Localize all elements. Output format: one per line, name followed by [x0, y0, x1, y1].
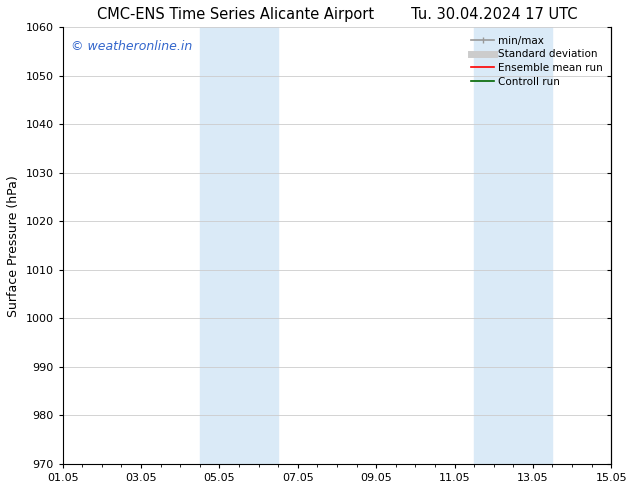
- Y-axis label: Surface Pressure (hPa): Surface Pressure (hPa): [7, 175, 20, 317]
- Text: © weatheronline.in: © weatheronline.in: [71, 40, 192, 53]
- Title: CMC-ENS Time Series Alicante Airport        Tu. 30.04.2024 17 UTC: CMC-ENS Time Series Alicante Airport Tu.…: [97, 7, 577, 22]
- Bar: [200, 27, 278, 464]
- Bar: [474, 27, 552, 464]
- Legend: min/max, Standard deviation, Ensemble mean run, Controll run: min/max, Standard deviation, Ensemble me…: [468, 32, 606, 90]
